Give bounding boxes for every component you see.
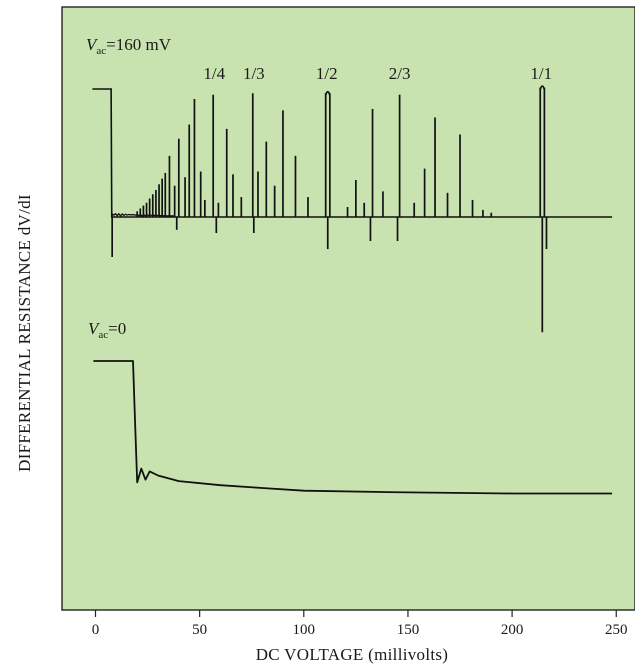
top-trace-peak-cap [539, 85, 546, 90]
x-tick-label: 150 [397, 622, 420, 638]
bottom-panel-label-var: V [88, 319, 101, 338]
x-tick-label: 0 [92, 622, 100, 638]
top-panel-label: Vac=160 mV [86, 35, 172, 57]
bottom-panel-label-value: =0 [108, 319, 126, 338]
top-trace-ripple [111, 212, 174, 218]
top-peak-annotation: 1/2 [316, 64, 338, 83]
x-tick-label: 250 [605, 622, 628, 638]
top-panel-label-var: V [86, 35, 99, 54]
top-trace-peak-cap [324, 90, 331, 96]
bottom-panel-label: Vac=0 [88, 319, 126, 341]
top-peak-annotation: 1/3 [243, 64, 265, 83]
top-panel-label-value: =160 mV [106, 35, 172, 54]
top-peak-annotation: 2/3 [389, 64, 411, 83]
bottom-panel-label-sub: ac [98, 329, 108, 341]
x-axis-title: DC VOLTAGE (millivolts) [256, 645, 449, 664]
x-tick-label: 50 [192, 622, 207, 638]
top-panel-label-sub: ac [96, 45, 106, 57]
top-trace-baseline [92, 88, 613, 218]
top-peak-annotation: 1/4 [203, 64, 225, 83]
bottom-trace [93, 360, 613, 495]
x-tick-label: 100 [293, 622, 316, 638]
x-tick-label: 200 [501, 622, 524, 638]
plot-area [61, 6, 635, 611]
top-peak-annotation: 1/1 [530, 64, 552, 83]
y-axis-title: DIFFERENTIAL RESISTANCE dV/dI [15, 194, 34, 472]
